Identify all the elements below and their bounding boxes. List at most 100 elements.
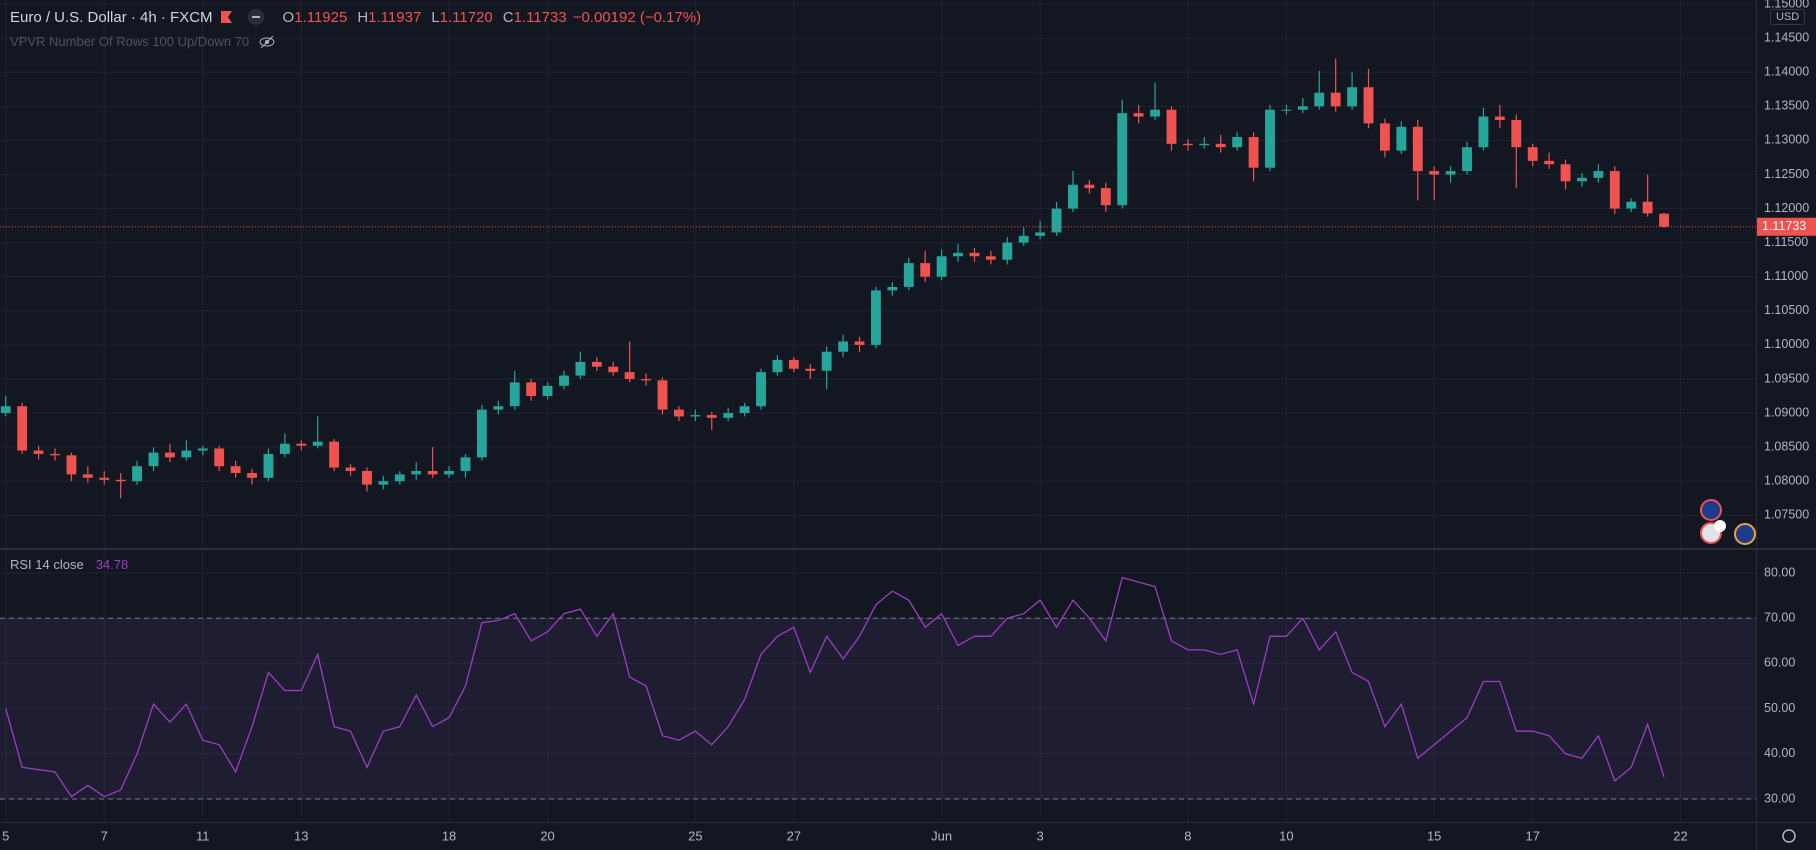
candle-body: [1330, 92, 1341, 107]
y-tick-label: 1.08500: [1764, 439, 1809, 453]
high-label: H: [357, 8, 369, 26]
y-tick-label: 1.10000: [1764, 337, 1809, 351]
y-tick-label: 1.09500: [1764, 371, 1809, 385]
candle-body: [427, 470, 438, 475]
rsi-legend: RSI 14 close 34.78: [10, 557, 128, 572]
candle-body: [772, 359, 783, 373]
candle-body: [33, 450, 44, 454]
candle-body: [312, 441, 323, 446]
x-tick-label: 17: [1525, 828, 1539, 843]
rsi-tick-label: 40.00: [1764, 746, 1795, 760]
candle-body: [969, 252, 980, 257]
candle-body: [1002, 242, 1013, 260]
x-tick-label: 18: [442, 828, 456, 843]
last-price-tag: [1757, 217, 1816, 236]
y-tick-label: 1.07500: [1764, 508, 1809, 522]
candle-body: [279, 443, 290, 454]
last-price-label: 1.11733: [1762, 219, 1806, 233]
candle-body: [690, 415, 701, 417]
candle-body: [197, 448, 208, 451]
rsi-tick-label: 60.00: [1764, 656, 1795, 670]
candle-body: [1051, 208, 1062, 233]
candle-body: [50, 453, 60, 456]
event-icon[interactable]: [1734, 523, 1756, 545]
candle-body: [739, 406, 750, 414]
candle-body: [1593, 171, 1604, 178]
candle-body: [1248, 137, 1259, 168]
candle-body: [230, 466, 241, 474]
collapse-button[interactable]: [247, 8, 265, 26]
currency-label[interactable]: USD: [1770, 9, 1806, 25]
candle-body: [871, 290, 881, 345]
rsi-last-value: 34.78: [95, 557, 129, 572]
candle-body: [641, 378, 652, 381]
candle-body: [838, 341, 849, 352]
flag-icon[interactable]: [219, 10, 233, 24]
rsi-line: [5, 576, 1665, 798]
candle-body: [1396, 126, 1407, 151]
y-tick-label: 1.11000: [1764, 269, 1808, 283]
x-tick-label: 27: [787, 828, 801, 843]
symbol-title[interactable]: Euro / U.S. Dollar · 4h · FXCM: [10, 8, 213, 26]
candle-body: [362, 470, 372, 485]
event-icon[interactable]: [1700, 499, 1722, 521]
candle-body: [1527, 147, 1538, 161]
candle-body: [1314, 92, 1325, 107]
candle-body: [1347, 87, 1358, 107]
low-label: L: [431, 8, 440, 26]
candle-body: [329, 441, 340, 468]
candle-body: [1429, 171, 1440, 175]
candle-body: [460, 457, 471, 471]
candle-body: [99, 477, 110, 480]
candle-body: [444, 470, 454, 475]
candle-body: [821, 351, 832, 371]
close-value: 1.11733: [513, 8, 567, 26]
candle-body: [247, 473, 257, 478]
candle-body: [1117, 113, 1128, 206]
candle-body: [115, 479, 126, 482]
candle-body: [1035, 232, 1046, 236]
candle-body: [1412, 126, 1423, 172]
candle-body: [66, 455, 77, 475]
y-tick-label: 1.10500: [1764, 303, 1809, 317]
candle-body: [378, 481, 389, 485]
x-tick-label: 10: [1279, 828, 1293, 843]
candle-body: [559, 375, 569, 386]
candle-body: [1150, 109, 1160, 117]
candle-body: [1494, 116, 1505, 120]
x-tick-label: 22: [1673, 828, 1687, 843]
candle-body: [509, 382, 520, 407]
rsi-name[interactable]: RSI 14 close: [10, 557, 84, 572]
candle-body: [1363, 87, 1374, 124]
candle-body: [723, 413, 734, 418]
candle-body: [706, 415, 717, 418]
candle-body: [132, 466, 143, 482]
candle-body: [263, 453, 274, 478]
rsi-tick-label: 70.00: [1764, 611, 1795, 625]
candle-body: [82, 474, 93, 478]
y-tick-label: 1.13000: [1764, 133, 1809, 147]
candle-body: [1068, 184, 1078, 209]
candle-body: [657, 380, 668, 410]
y-tick-label: 1.11500: [1764, 235, 1808, 249]
event-count-badge: [1714, 520, 1726, 532]
event-icons[interactable]: [1700, 499, 1756, 545]
candle-body: [526, 382, 537, 397]
candle-body: [493, 406, 504, 410]
pane-separator: [0, 548, 1816, 550]
candle-body: [1133, 113, 1144, 117]
indicator-label[interactable]: VPVR Number Of Rows 100 Up/Down 70: [10, 34, 250, 49]
y-tick-label: 1.12000: [1764, 201, 1809, 215]
candle-body: [1232, 137, 1243, 148]
y-tick-label: 1.15000: [1764, 0, 1809, 10]
price-axis-border: [1756, 0, 1757, 850]
candle-body: [756, 372, 766, 407]
candle-body: [608, 366, 619, 373]
candle-body: [0, 406, 11, 414]
settings-icon[interactable]: [1782, 829, 1796, 843]
candle-body: [1478, 116, 1489, 148]
visibility-icon[interactable]: [259, 35, 275, 49]
y-tick-label: 1.14500: [1764, 30, 1809, 44]
y-tick-label: 1.13500: [1764, 99, 1809, 113]
candle-body: [854, 341, 865, 345]
